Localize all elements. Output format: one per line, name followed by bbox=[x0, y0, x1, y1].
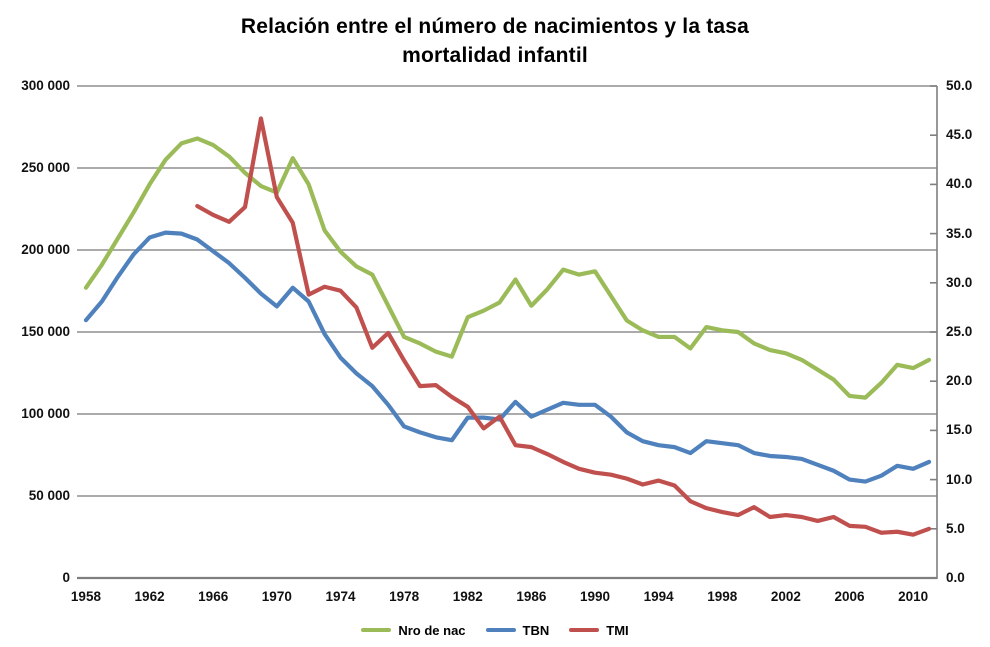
series-line-tmi bbox=[195, 116, 932, 537]
y-left-tick-label: 200 000 bbox=[21, 242, 70, 257]
y-left-tick-label: 300 000 bbox=[21, 78, 70, 93]
x-tick-label: 1998 bbox=[707, 589, 738, 604]
x-tick-label: 2006 bbox=[834, 589, 865, 604]
legend-label: TBN bbox=[522, 622, 550, 638]
legend-label: Nro de nac bbox=[398, 622, 466, 638]
x-tick-label: 1966 bbox=[198, 589, 229, 604]
x-tick-label: 1982 bbox=[452, 589, 483, 604]
x-tick-label: 1986 bbox=[516, 589, 547, 604]
y-left-tick-label: 0 bbox=[62, 570, 70, 585]
y-right-tick-label: 50.0 bbox=[946, 78, 973, 93]
y-right-tick-label: 25.0 bbox=[946, 324, 973, 339]
legend-label: TMI bbox=[606, 622, 629, 638]
y-right-tick-label: 15.0 bbox=[946, 422, 973, 438]
y-left-tick-label: 250 000 bbox=[21, 160, 70, 175]
legend-item-tmi: TMI bbox=[569, 622, 629, 638]
y-right-tick-label: 20.0 bbox=[946, 373, 973, 389]
y-right-tick-label: 40.0 bbox=[946, 176, 973, 192]
series-line-tbn bbox=[83, 230, 932, 484]
x-tick-label: 1990 bbox=[579, 589, 610, 604]
series-line-nro-de-nac bbox=[83, 136, 932, 400]
legend-item-nro-de-nac: Nro de nac bbox=[361, 622, 466, 638]
y-right-tick-label: 35.0 bbox=[946, 225, 973, 241]
x-tick-label: 1994 bbox=[643, 589, 674, 604]
y-right-tick-label: 30.0 bbox=[946, 274, 973, 290]
y-left-tick-label: 150 000 bbox=[21, 324, 70, 339]
chart-title-line-2: mortalidad infantil bbox=[402, 44, 588, 67]
chart-title-line-1: Relación entre el número de nacimientos … bbox=[240, 15, 750, 38]
legend-item-tbn: TBN bbox=[485, 622, 550, 638]
y-left-tick-label: 100 000 bbox=[21, 406, 70, 421]
x-tick-label: 2002 bbox=[770, 589, 801, 604]
chart-legend: Nro de nac TBN TMI bbox=[0, 618, 990, 642]
x-tick-label: 1962 bbox=[134, 589, 165, 604]
chart-title: Relación entre el número de nacimientos … bbox=[0, 12, 990, 70]
x-tick-label: 1974 bbox=[325, 589, 356, 604]
legend-line-swatch-icon bbox=[485, 627, 516, 633]
y-left-tick-label: 50 000 bbox=[28, 488, 70, 503]
y-right-tick-label: 5.0 bbox=[946, 520, 965, 536]
x-tick-label: 2010 bbox=[898, 589, 929, 604]
x-tick-label: 1958 bbox=[70, 589, 101, 604]
y-right-tick-label: 0.0 bbox=[946, 570, 965, 585]
legend-line-swatch-icon bbox=[361, 627, 392, 633]
x-tick-label: 1978 bbox=[389, 589, 420, 604]
y-right-tick-label: 45.0 bbox=[946, 127, 973, 143]
y-right-tick-label: 10.0 bbox=[946, 471, 973, 487]
x-tick-label: 1970 bbox=[261, 589, 292, 604]
legend-line-swatch-icon bbox=[569, 627, 600, 633]
